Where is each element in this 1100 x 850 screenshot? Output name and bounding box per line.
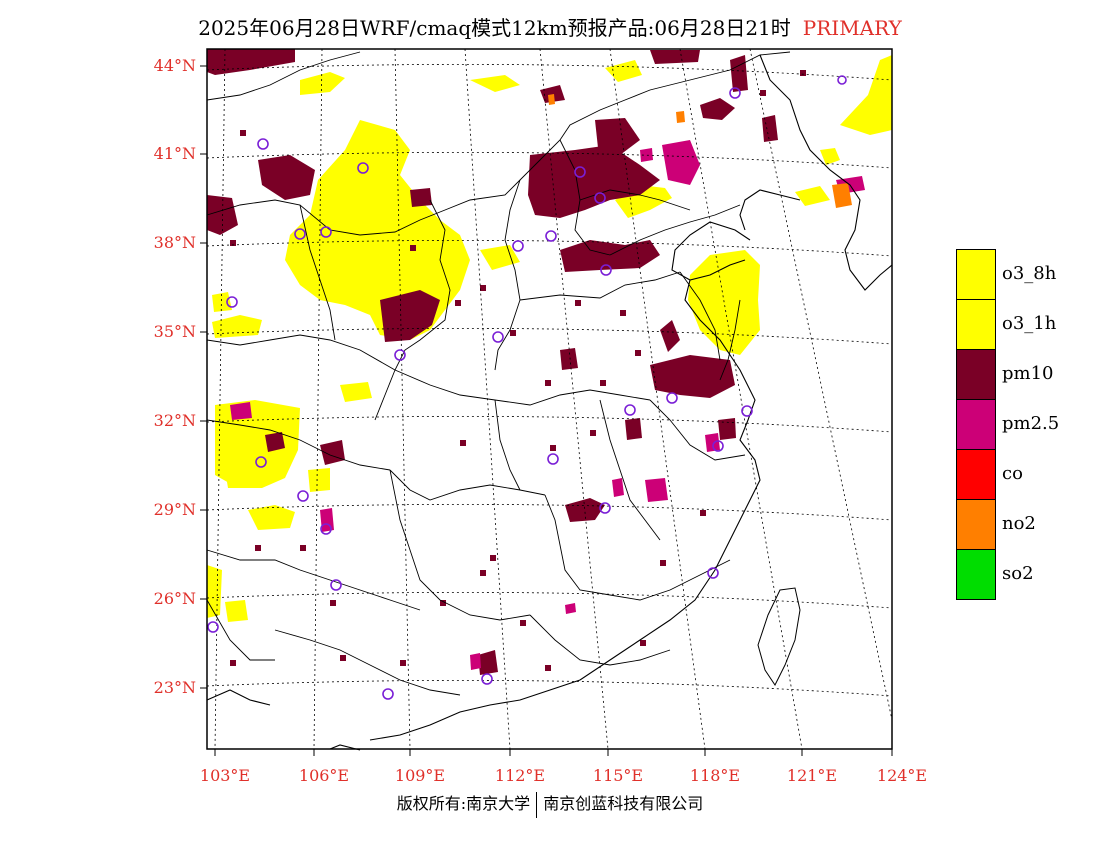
lat-label-38n: 38°N (153, 233, 196, 252)
legend: o3_8h o3_1h pm10 pm2.5 co no2 so2 (956, 249, 1100, 600)
lat-label-29n: 29°N (153, 500, 196, 519)
pm10-regions (207, 49, 778, 675)
copyright: 版权所有:南京大学 南京创蓝科技有限公司 (0, 790, 1100, 818)
legend-item-pm25: pm2.5 (956, 399, 1100, 450)
legend-label: o3_8h (1002, 263, 1057, 284)
lat-label-32n: 32°N (153, 411, 196, 430)
copyright-right: 南京创蓝科技有限公司 (543, 794, 704, 813)
lon-label-115e: 115°E (592, 766, 644, 785)
legend-swatch (956, 399, 996, 450)
legend-label: pm2.5 (1002, 413, 1060, 434)
lat-label-41n: 41°N (153, 144, 196, 163)
legend-item-so2: so2 (956, 549, 1100, 600)
province-borders (206, 51, 791, 696)
lon-label-112e: 112°E (494, 766, 546, 785)
legend-item-o3-1h: o3_1h (956, 299, 1100, 350)
title-tag: PRIMARY (802, 16, 902, 40)
legend-swatch (956, 449, 996, 500)
legend-label: o3_1h (1002, 313, 1057, 334)
legend-label: no2 (1002, 513, 1036, 534)
legend-item-pm10: pm10 (956, 349, 1100, 400)
scattered-pm10-pixels (230, 70, 806, 671)
legend-swatch (956, 249, 996, 300)
lat-label-35n: 35°N (153, 322, 196, 341)
copyright-left: 版权所有:南京大学 (396, 794, 531, 813)
lat-label-23n: 23°N (153, 678, 196, 697)
station-markers (207, 75, 847, 700)
legend-swatch (956, 499, 996, 550)
lon-label-106e: 106°E (298, 766, 350, 785)
lon-label-103e: 103°E (199, 766, 251, 785)
lon-label-121e: 121°E (786, 766, 838, 785)
no2-regions (548, 94, 852, 208)
legend-swatch (956, 299, 996, 350)
legend-swatch (956, 349, 996, 400)
lon-label-118e: 118°E (689, 766, 741, 785)
lat-label-44n: 44°N (153, 56, 196, 75)
legend-label: so2 (1002, 563, 1034, 584)
legend-item-no2: no2 (956, 499, 1100, 550)
lon-label-124e: 124°E (876, 766, 928, 785)
lon-label-109e: 109°E (394, 766, 446, 785)
taiwan-island (757, 587, 801, 686)
legend-label: pm10 (1002, 363, 1054, 384)
copyright-separator (536, 791, 538, 818)
legend-item-o3-8h: o3_8h (956, 249, 1100, 300)
coastline (206, 54, 893, 751)
legend-label: co (1002, 463, 1023, 484)
title-main: 2025年06月28日WRF/cmaq模式12km预报产品:06月28日21时 (198, 16, 791, 40)
axis-ticks (200, 65, 893, 756)
lat-label-26n: 26°N (153, 589, 196, 608)
legend-swatch (956, 549, 996, 600)
legend-item-co: co (956, 449, 1100, 500)
map-title: 2025年06月28日WRF/cmaq模式12km预报产品:06月28日21时 P… (0, 12, 1100, 41)
plot-frame (206, 48, 893, 750)
